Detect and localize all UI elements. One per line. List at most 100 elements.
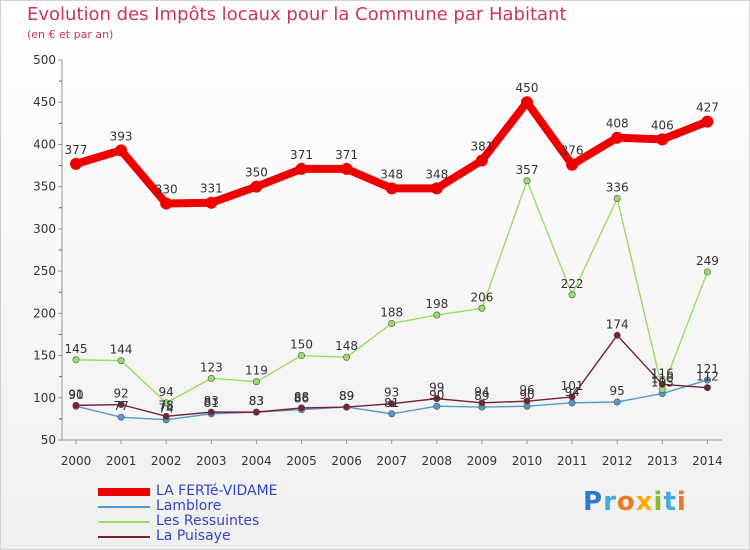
data-label: 96 — [519, 383, 534, 397]
data-point — [117, 413, 125, 421]
y-tick-label: 50 — [41, 433, 56, 447]
data-label: 145 — [65, 342, 88, 356]
data-label: 89 — [339, 389, 354, 403]
data-label: 381 — [470, 139, 493, 153]
data-label: 92 — [113, 387, 128, 401]
data-label: 348 — [425, 167, 448, 181]
data-point — [568, 399, 576, 407]
data-label: 95 — [610, 384, 625, 398]
data-label: 174 — [606, 317, 629, 331]
data-label: 81 — [204, 396, 219, 410]
data-label: 150 — [290, 338, 313, 352]
data-label: 249 — [696, 254, 719, 268]
data-labels: 377 393 330 331 350 371 371 348 348 381 450 376 408 4… — [65, 81, 719, 416]
data-label: 99 — [429, 381, 444, 395]
data-point — [521, 96, 533, 109]
data-label: 105 — [651, 376, 674, 390]
data-label: 376 — [561, 144, 584, 158]
data-point — [297, 404, 305, 412]
data-point — [388, 400, 396, 408]
data-point — [72, 401, 80, 409]
y-tick-label: 450 — [33, 95, 56, 109]
x-tick-label: 2009 — [467, 454, 498, 468]
data-point — [568, 393, 576, 401]
y-tick-label: 200 — [33, 306, 56, 320]
data-label: 206 — [470, 290, 493, 304]
data-label: 331 — [200, 182, 223, 196]
data-label: 91 — [68, 387, 83, 401]
data-point — [295, 162, 308, 175]
data-label: 393 — [110, 129, 133, 143]
data-label: 377 — [65, 143, 88, 157]
data-label: 116 — [651, 366, 674, 380]
data-point — [433, 402, 441, 410]
x-tick-label: 2006 — [331, 454, 362, 468]
data-label: 83 — [204, 394, 219, 408]
data-label: 371 — [335, 148, 358, 162]
data-point — [658, 380, 666, 388]
data-label: 94 — [159, 385, 174, 399]
legend-swatch — [98, 521, 150, 523]
data-label: 371 — [290, 148, 313, 162]
x-tick-label: 2012 — [602, 454, 633, 468]
x-tick-label: 2000 — [61, 454, 92, 468]
y-tick-label: 100 — [33, 391, 56, 405]
x-tick-label: 2008 — [422, 454, 453, 468]
y-tick-label: 500 — [33, 53, 56, 67]
data-label: 450 — [516, 81, 539, 95]
data-label: 77 — [113, 399, 128, 413]
data-label: 144 — [110, 343, 133, 357]
data-point — [343, 353, 351, 361]
proxiti-logo: Proxiti — [583, 487, 687, 517]
data-point — [523, 177, 531, 185]
series-line-2 — [75, 180, 709, 404]
legend-swatch — [98, 536, 150, 538]
data-point — [656, 133, 669, 146]
data-point — [252, 378, 260, 386]
data-label: 90 — [429, 388, 444, 402]
data-point — [703, 384, 711, 392]
y-tick-label: 250 — [33, 264, 56, 278]
data-label: 78 — [159, 398, 174, 412]
x-tick-label: 2011 — [557, 454, 588, 468]
data-label: 188 — [380, 305, 403, 319]
data-label: 123 — [200, 360, 223, 374]
data-point — [297, 352, 305, 360]
legend-swatch — [98, 488, 150, 496]
data-point — [343, 403, 351, 411]
data-point — [475, 154, 488, 167]
data-point — [703, 268, 711, 276]
data-point — [523, 397, 531, 405]
x-tick-label: 2002 — [151, 454, 182, 468]
series-layer — [70, 96, 714, 424]
data-point — [478, 304, 486, 312]
data-point — [703, 376, 711, 384]
x-tick-label: 2013 — [647, 454, 678, 468]
data-label: 119 — [245, 364, 268, 378]
x-tick-label: 2010 — [512, 454, 543, 468]
y-tick-label: 150 — [33, 349, 56, 363]
data-point — [613, 194, 621, 202]
data-label: 94 — [474, 385, 489, 399]
data-label: 83 — [249, 394, 264, 408]
data-point — [162, 399, 170, 407]
data-label: 427 — [696, 101, 719, 115]
data-label: 86 — [294, 392, 309, 406]
data-point — [611, 131, 624, 144]
data-label: 336 — [606, 180, 629, 194]
data-point — [613, 398, 621, 406]
axes: 50 100 150 200 250 300 350 400 450 500 2000 2001 200… — [33, 53, 723, 468]
data-label: 348 — [380, 167, 403, 181]
legend-label: La Puisaye — [156, 528, 231, 544]
data-point — [252, 408, 260, 416]
y-tick-label: 300 — [33, 222, 56, 236]
data-label: 330 — [155, 183, 178, 197]
data-label: 83 — [249, 394, 264, 408]
data-point — [70, 157, 82, 170]
x-tick-label: 2007 — [376, 454, 407, 468]
data-label: 222 — [561, 277, 584, 291]
legend-label: LA FERTé-VIDAME — [156, 483, 278, 499]
data-point — [115, 144, 128, 157]
data-point — [388, 410, 396, 418]
legend-swatch — [98, 506, 150, 508]
